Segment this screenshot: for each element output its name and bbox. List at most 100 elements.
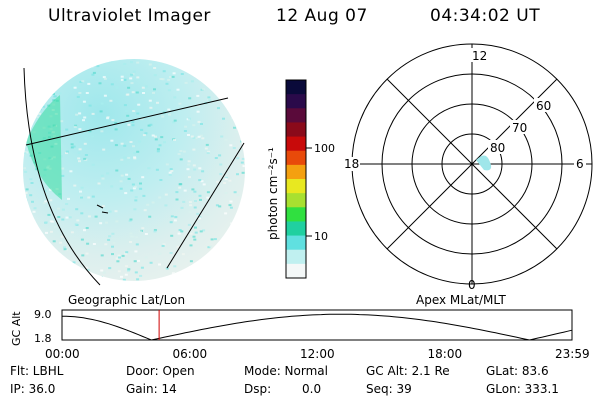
marker-tick-1 [96, 204, 104, 209]
speckle-pixel [24, 199, 28, 202]
speckle-pixel [132, 70, 136, 73]
speckle-pixel [220, 135, 224, 138]
speckle-pixel [153, 88, 156, 91]
speckle-pixel [195, 68, 199, 71]
speckle-pixel [77, 267, 80, 270]
speckle-pixel [233, 126, 237, 129]
info-glon: GLon: 333.1 [486, 382, 559, 396]
speckle-pixel [229, 200, 233, 203]
speckle-pixel [99, 110, 103, 113]
speckle-pixel [164, 193, 168, 196]
speckle-pixel [139, 274, 143, 277]
info-mode: Mode: Normal [244, 364, 328, 378]
speckle-pixel [144, 85, 148, 88]
speckle-pixel [187, 223, 191, 226]
speckle-pixel [138, 230, 142, 233]
polar-label-bg-left [340, 157, 360, 171]
speckle-pixel [32, 266, 36, 269]
orbit-timeline: Geographic Lat/Lon Apex MLat/MLT GC Alt … [10, 293, 590, 361]
speckle-pixel [165, 163, 169, 166]
speckle-pixel [68, 276, 72, 279]
speckle-pixel [88, 104, 92, 107]
info-gc-alt: GC Alt: 2.1 Re [366, 364, 450, 378]
speckle-pixel [159, 78, 163, 80]
speckle-pixel [44, 272, 48, 275]
speckle-pixel [198, 194, 202, 197]
lon-line [166, 142, 245, 269]
speckle-pixel [61, 218, 65, 221]
speckle-pixel [114, 144, 118, 147]
speckle-pixel [228, 204, 232, 207]
speckle-pixel [59, 155, 63, 158]
speckle-pixel [178, 229, 182, 231]
speckle-pixel [186, 168, 190, 171]
speckle-pixel [189, 232, 193, 235]
speckle-pixel [172, 72, 176, 75]
speckle-pixel [173, 219, 177, 222]
speckle-pixel [63, 77, 66, 80]
speckle-pixel [201, 137, 205, 140]
speckle-pixel [35, 256, 39, 259]
colorbar-axis-label: photon cm⁻²s⁻¹ [266, 147, 280, 240]
speckle-pixel [124, 192, 128, 195]
speckle-pixel [178, 186, 182, 189]
speckle-pixel [190, 80, 194, 83]
speckle-pixel [162, 243, 166, 246]
speckle-pixel [206, 213, 210, 216]
speckle-pixel [130, 82, 134, 85]
speckle-pixel [103, 94, 107, 97]
speckle-pixel [65, 150, 69, 153]
ring-label-bg-70 [510, 120, 530, 134]
date-label: 12 Aug 07 [276, 6, 368, 26]
speckle-pixel [46, 73, 50, 75]
speckle-pixel [218, 205, 222, 208]
speckle-pixel [233, 111, 237, 114]
speckle-pixel [168, 171, 172, 174]
timeline-y-axis-label: GC Alt [10, 311, 23, 346]
speckle-pixel [192, 235, 196, 238]
speckle-pixel [223, 182, 227, 184]
polar-diagonal-2 [386, 78, 558, 250]
colorbar-band [286, 150, 306, 166]
speckle-pixel [72, 145, 76, 148]
speckle-pixel [56, 66, 60, 69]
speckle-pixel [100, 254, 104, 257]
speckle-pixel [149, 106, 153, 109]
speckle-pixel [91, 195, 95, 198]
speckle-pixel [90, 65, 94, 68]
speckle-pixel [69, 170, 73, 173]
speckle-pixel [143, 209, 147, 212]
info-gain: Gain: 14 [126, 382, 177, 396]
speckle-pixel [179, 158, 183, 161]
speckle-pixel [228, 70, 232, 73]
speckle-pixel [192, 148, 196, 151]
speckle-pixel [120, 275, 123, 278]
speckle-pixel [214, 157, 218, 159]
speckle-pixel [52, 240, 56, 243]
speckle-pixel [70, 231, 74, 234]
speckle-pixel [156, 150, 160, 153]
speckle-pixel [59, 80, 63, 83]
speckle-pixel [102, 148, 106, 151]
speckle-pixel [91, 112, 95, 115]
auroral-oval-emission [26, 95, 62, 200]
speckle-pixel [175, 198, 179, 201]
speckle-pixel [132, 145, 135, 148]
speckle-pixel [108, 267, 112, 270]
speckle-pixel [133, 108, 137, 111]
speckle-pixel [110, 139, 114, 142]
speckle-pixel [171, 75, 175, 78]
speckle-pixel [41, 74, 45, 77]
speckle-pixel [91, 135, 95, 138]
speckle-pixel [232, 147, 236, 149]
speckle-pixel [215, 255, 219, 258]
speckle-pixel [100, 102, 104, 105]
speckle-pixel [82, 100, 86, 103]
speckle-pixel [208, 99, 212, 102]
speckle-pixel [161, 244, 165, 247]
speckle-pixel [65, 216, 69, 219]
speckle-pixel [154, 135, 157, 138]
speckle-pixel [49, 220, 53, 223]
speckle-pixel [84, 266, 88, 269]
